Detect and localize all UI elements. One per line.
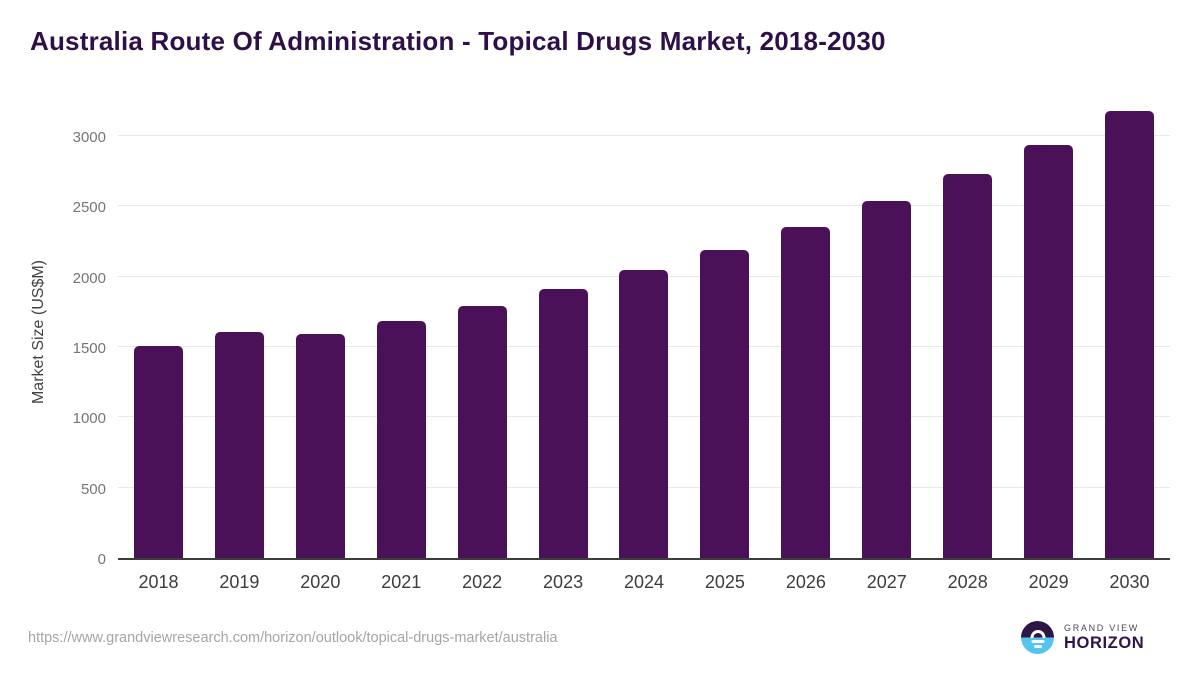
- x-tick-label: 2030: [1109, 572, 1150, 592]
- gridline: [118, 205, 1170, 207]
- bar-slot: [927, 105, 1008, 558]
- bar-slot: [1089, 105, 1170, 558]
- gridline: [118, 135, 1170, 137]
- bar-slot: [765, 105, 846, 558]
- bar-2029[interactable]: [1024, 144, 1074, 558]
- grand-view-horizon-logo: GRAND VIEW HORIZON: [1021, 621, 1144, 654]
- logo-text-horizon: HORIZON: [1064, 633, 1145, 652]
- horizon-sunrise-icon: [1021, 621, 1054, 654]
- reflection-line-icon: [1031, 639, 1044, 643]
- bar-slot: [846, 105, 927, 558]
- y-tick-label: 1000: [72, 410, 106, 428]
- x-tick-label: 2025: [704, 572, 745, 592]
- bar-slot: [118, 105, 199, 558]
- bar-2019[interactable]: [214, 332, 264, 558]
- x-axis-labels: 2018 2019 2020 2021 2022 2023 2024 2025 2026 2027…: [118, 572, 1170, 593]
- bar-slot: [199, 105, 280, 558]
- y-tick-label: 0: [97, 551, 106, 568]
- y-tick-label: 1500: [72, 340, 106, 358]
- bar-slot: [523, 105, 604, 558]
- y-tick-label: 2000: [72, 269, 106, 287]
- bar-slot: [361, 105, 442, 558]
- bar-slot: [280, 105, 361, 558]
- sun-dome-icon: [1030, 629, 1045, 638]
- x-tick-label: 2029: [1028, 572, 1069, 592]
- bar-2025[interactable]: [700, 249, 750, 558]
- bar-slot: [604, 105, 685, 558]
- x-tick-label: 2026: [785, 572, 826, 592]
- bars-container: [118, 105, 1170, 558]
- bar-2021[interactable]: [376, 321, 426, 558]
- logo-text: GRAND VIEW HORIZON: [1064, 623, 1144, 653]
- bar-2018[interactable]: [133, 346, 183, 558]
- x-tick-label: 2027: [866, 572, 907, 592]
- y-tick-label: 2500: [72, 199, 106, 217]
- bar-slot: [442, 105, 523, 558]
- bar-slot: [684, 105, 765, 558]
- y-tick-label: 500: [80, 480, 106, 498]
- y-axis-ticks: 0 500 1000 1500 2000 2500 3000: [0, 105, 106, 568]
- x-tick-label: 2023: [543, 572, 584, 592]
- x-tick-label: 2020: [300, 572, 341, 592]
- bar-2027[interactable]: [862, 201, 912, 558]
- bar-2020[interactable]: [295, 334, 345, 558]
- bar-2026[interactable]: [781, 226, 831, 558]
- bar-2023[interactable]: [538, 289, 588, 558]
- reflection-line-icon: [1033, 645, 1042, 648]
- bar-2030[interactable]: [1105, 111, 1155, 558]
- x-tick-label: 2019: [219, 572, 260, 592]
- x-tick-label: 2024: [623, 572, 665, 592]
- x-tick-label: 2021: [381, 572, 422, 592]
- x-tick-label: 2018: [138, 572, 179, 592]
- source-url: https://www.grandviewresearch.com/horizo…: [28, 630, 558, 646]
- logo-text-grand-view: GRAND VIEW: [1064, 622, 1140, 633]
- bar-2028[interactable]: [943, 174, 993, 558]
- bar-slot: [1008, 105, 1089, 558]
- bar-2024[interactable]: [619, 270, 669, 558]
- x-tick-label: 2022: [462, 572, 503, 592]
- x-tick-label: 2028: [947, 572, 988, 592]
- y-tick-label: 3000: [72, 129, 106, 147]
- plot-area: [118, 105, 1170, 560]
- chart-title: Australia Route Of Administration - Topi…: [30, 26, 886, 56]
- bar-2022[interactable]: [457, 306, 507, 558]
